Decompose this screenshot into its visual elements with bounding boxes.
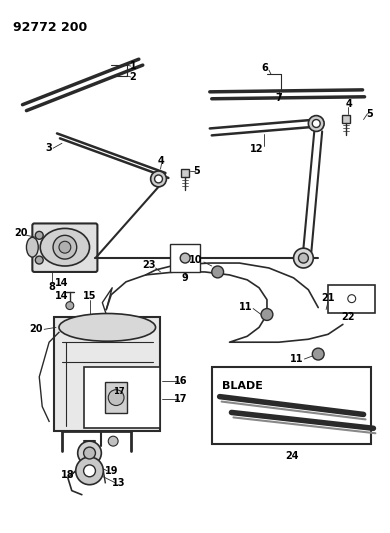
Bar [342, 115, 350, 123]
Text: 11: 11 [239, 302, 252, 312]
Text: 92772 200: 92772 200 [12, 21, 87, 34]
Circle shape [312, 348, 324, 360]
Circle shape [312, 119, 320, 127]
Text: 4: 4 [346, 99, 352, 109]
Text: 15: 15 [83, 290, 96, 301]
Text: 19: 19 [105, 466, 118, 476]
Circle shape [261, 309, 273, 320]
Bar [328, 285, 376, 312]
Text: 23: 23 [142, 260, 156, 270]
Text: 8: 8 [49, 282, 55, 292]
Circle shape [212, 266, 223, 278]
Text: 11: 11 [290, 354, 303, 364]
Circle shape [108, 390, 124, 406]
Text: 13: 13 [112, 478, 126, 488]
Circle shape [76, 457, 103, 484]
Text: 14: 14 [55, 290, 69, 301]
Circle shape [108, 436, 118, 446]
Bar [83, 367, 161, 429]
Text: 20: 20 [14, 228, 27, 238]
Circle shape [83, 447, 96, 459]
Text: 9: 9 [182, 273, 188, 283]
Text: 24: 24 [285, 451, 298, 461]
Circle shape [66, 302, 74, 310]
Text: 14: 14 [55, 278, 69, 288]
Circle shape [154, 175, 163, 183]
Circle shape [35, 256, 43, 264]
Text: 20: 20 [30, 325, 43, 334]
Text: 17: 17 [174, 393, 187, 403]
Text: BLADE: BLADE [222, 381, 262, 391]
Circle shape [348, 295, 356, 303]
Circle shape [308, 116, 324, 132]
Circle shape [35, 231, 43, 239]
Text: 12: 12 [250, 144, 264, 154]
Text: 7: 7 [275, 93, 282, 103]
Circle shape [78, 441, 101, 465]
Circle shape [298, 253, 308, 263]
Text: 21: 21 [321, 293, 335, 303]
Circle shape [175, 248, 195, 268]
Text: 3: 3 [46, 143, 53, 154]
Text: 16: 16 [174, 376, 187, 386]
Circle shape [180, 253, 190, 263]
Ellipse shape [27, 237, 38, 257]
Bar [170, 244, 200, 272]
Text: 18: 18 [61, 470, 74, 480]
Text: 5: 5 [193, 166, 200, 176]
Text: 5: 5 [366, 109, 373, 119]
Text: 22: 22 [341, 312, 355, 322]
Text: 10: 10 [189, 255, 203, 265]
Text: 17: 17 [113, 387, 125, 396]
Ellipse shape [59, 313, 156, 341]
Bar [181, 169, 189, 177]
Circle shape [59, 241, 71, 253]
Text: 6: 6 [262, 63, 268, 73]
Text: 1: 1 [129, 61, 136, 71]
Circle shape [53, 236, 77, 259]
Text: 4: 4 [158, 156, 165, 166]
Circle shape [151, 171, 167, 187]
Bar [212, 367, 371, 444]
Ellipse shape [40, 229, 90, 266]
Bar [54, 318, 161, 431]
Circle shape [83, 465, 96, 477]
Text: 2: 2 [129, 72, 136, 82]
FancyBboxPatch shape [32, 223, 98, 272]
Bar [105, 382, 127, 414]
Circle shape [294, 248, 313, 268]
